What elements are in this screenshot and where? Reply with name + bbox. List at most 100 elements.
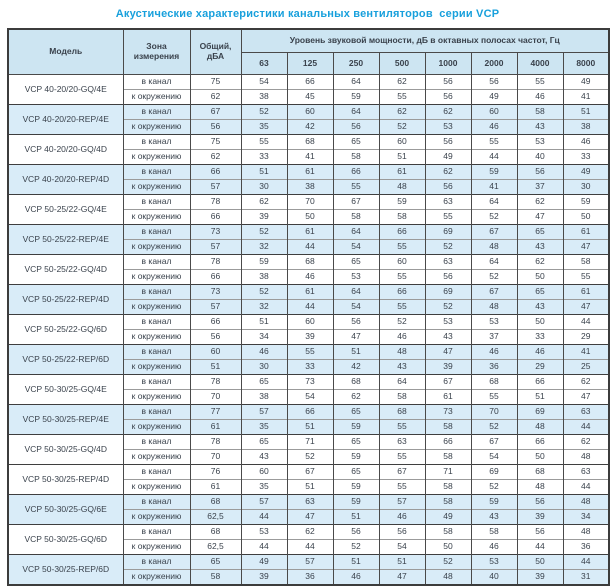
spl-value-cell-8000: 36	[562, 539, 610, 555]
spl-value-cell-1000: 58	[424, 479, 472, 495]
spl-value-cell-1000: 56	[424, 269, 472, 285]
spl-value-cell-125: 62	[286, 524, 334, 540]
spl-value-cell-125: 47	[286, 509, 334, 525]
spl-value-cell-500: 59	[378, 194, 426, 210]
spl-value-cell-500: 57	[378, 494, 426, 510]
spl-value-cell-63: 39	[240, 569, 288, 585]
zone-label-cell: к окружению	[122, 509, 191, 525]
spl-value-cell-250: 42	[332, 359, 380, 375]
total-dba-cell: 66	[189, 314, 242, 330]
spl-value-cell-8000: 59	[562, 194, 610, 210]
spl-value-cell-250: 67	[332, 194, 380, 210]
spl-value-cell-8000: 47	[562, 239, 610, 255]
spl-value-cell-4000: 65	[516, 284, 564, 300]
model-name-cell: VCP 50-25/22-GQ/4D	[7, 254, 124, 285]
spl-value-cell-8000: 41	[562, 89, 610, 105]
spl-value-cell-125: 54	[286, 389, 334, 405]
spl-value-cell-125: 61	[286, 164, 334, 180]
total-dba-cell: 78	[189, 434, 242, 450]
spl-value-cell-250: 64	[332, 74, 380, 90]
spl-value-cell-125: 61	[286, 284, 334, 300]
spl-value-cell-63: 38	[240, 89, 288, 105]
spl-value-cell-125: 44	[286, 239, 334, 255]
spl-value-cell-500: 67	[378, 464, 426, 480]
spl-value-cell-2000: 53	[470, 314, 518, 330]
table-row: к окружению 62 38 45 59 55 56 49 46 41	[8, 89, 610, 105]
spl-value-cell-4000: 46	[516, 89, 564, 105]
spl-value-cell-4000: 51	[516, 389, 564, 405]
spl-value-cell-250: 65	[332, 404, 380, 420]
spl-value-cell-63: 59	[240, 254, 288, 270]
spl-value-cell-500: 60	[378, 254, 426, 270]
spl-value-cell-63: 53	[240, 524, 288, 540]
spl-value-cell-1000: 49	[424, 149, 472, 165]
spl-value-cell-1000: 53	[424, 119, 472, 135]
total-dba-cell: 70	[189, 389, 242, 405]
spl-value-cell-1000: 56	[424, 179, 472, 195]
total-dba-cell: 76	[189, 464, 242, 480]
spl-value-cell-63: 52	[240, 284, 288, 300]
spl-value-cell-500: 61	[378, 164, 426, 180]
spl-value-cell-1000: 58	[424, 419, 472, 435]
zone-label-cell: к окружению	[122, 419, 191, 435]
spl-value-cell-125: 51	[286, 479, 334, 495]
spl-value-cell-500: 52	[378, 314, 426, 330]
zone-label-cell: к окружению	[122, 239, 191, 255]
col-header-freq-8000: 8000	[562, 52, 610, 75]
spl-value-cell-2000: 48	[470, 299, 518, 315]
spl-value-cell-8000: 34	[562, 509, 610, 525]
total-dba-cell: 75	[189, 134, 242, 150]
spl-value-cell-500: 47	[378, 569, 426, 585]
spl-value-cell-2000: 54	[470, 449, 518, 465]
spl-value-cell-1000: 66	[424, 434, 472, 450]
spl-value-cell-250: 64	[332, 284, 380, 300]
spl-value-cell-1000: 47	[424, 344, 472, 360]
spl-value-cell-8000: 30	[562, 179, 610, 195]
spl-value-cell-2000: 70	[470, 404, 518, 420]
col-header-freq-125: 125	[286, 52, 334, 75]
total-dba-cell: 68	[189, 494, 242, 510]
spl-value-cell-2000: 48	[470, 239, 518, 255]
spl-value-cell-63: 57	[240, 494, 288, 510]
spl-value-cell-2000: 52	[470, 269, 518, 285]
spl-value-cell-125: 33	[286, 359, 334, 375]
spl-value-cell-250: 56	[332, 119, 380, 135]
spl-value-cell-1000: 63	[424, 194, 472, 210]
total-dba-cell: 57	[189, 179, 242, 195]
spl-value-cell-2000: 36	[470, 359, 518, 375]
spl-value-cell-8000: 48	[562, 449, 610, 465]
spl-value-cell-500: 55	[378, 89, 426, 105]
spl-value-cell-4000: 65	[516, 224, 564, 240]
spl-value-cell-125: 39	[286, 329, 334, 345]
col-header-freq-63: 63	[240, 52, 288, 75]
spl-value-cell-63: 52	[240, 104, 288, 120]
total-dba-cell: 65	[189, 554, 242, 570]
acoustic-characteristics-table: Модель Зона измерения Общий, дБА Уровень…	[7, 28, 611, 586]
zone-label-cell: к окружению	[122, 209, 191, 225]
spl-value-cell-250: 47	[332, 329, 380, 345]
total-dba-cell: 78	[189, 194, 242, 210]
spl-value-cell-125: 38	[286, 179, 334, 195]
spl-value-cell-4000: 33	[516, 329, 564, 345]
spl-value-cell-2000: 44	[470, 149, 518, 165]
spl-value-cell-125: 66	[286, 74, 334, 90]
spl-value-cell-2000: 68	[470, 374, 518, 390]
model-name-cell: VCP 50-25/22-REP/4D	[7, 284, 124, 315]
table-header: Модель Зона измерения Общий, дБА Уровень…	[7, 28, 610, 75]
spl-value-cell-4000: 53	[516, 134, 564, 150]
spl-value-cell-8000: 51	[562, 104, 610, 120]
model-name-cell: VCP 40-20/20-REP/4E	[7, 104, 124, 135]
model-name-cell: VCP 50-30/25-GQ/6E	[7, 494, 124, 525]
spl-value-cell-8000: 49	[562, 74, 610, 90]
spl-value-cell-1000: 56	[424, 74, 472, 90]
spl-value-cell-250: 64	[332, 224, 380, 240]
spl-value-cell-500: 64	[378, 374, 426, 390]
spl-value-cell-500: 62	[378, 104, 426, 120]
model-name-cell: VCP 50-25/22-GQ/6D	[7, 314, 124, 345]
zone-label-cell: в канал	[122, 494, 191, 510]
table-row: VCP 40-20/20-REP/4D в канал 66 51 61 66 61 62 59…	[7, 164, 610, 195]
table-row: к окружению 61 35 51 59 55 58 52 48 44	[8, 419, 610, 435]
total-dba-cell: 62	[189, 89, 242, 105]
spl-value-cell-125: 44	[286, 299, 334, 315]
spl-value-cell-500: 55	[378, 299, 426, 315]
